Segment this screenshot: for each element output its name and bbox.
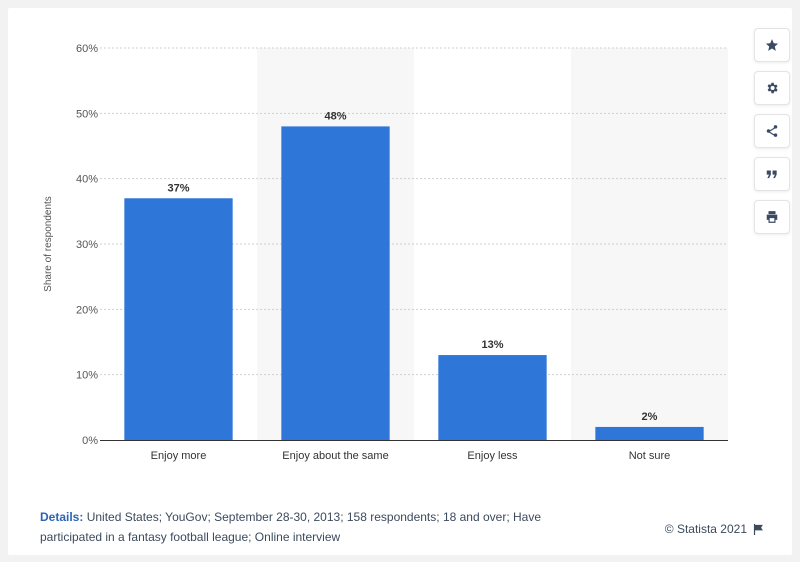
y-tick-label: 20% (76, 304, 98, 316)
chart-card: 0% 10% 20% 30% 40% 50% 60% Share of respondents… (8, 8, 792, 555)
data-label: 37% (167, 182, 189, 194)
cite-button[interactable] (754, 157, 790, 191)
print-button[interactable] (754, 200, 790, 234)
toolbar (754, 28, 790, 234)
star-icon (765, 39, 779, 51)
copyright[interactable]: © Statista 2021 (665, 522, 764, 536)
data-label: 48% (324, 110, 346, 122)
x-tick-label: Enjoy more (151, 450, 207, 462)
bar (595, 426, 704, 440)
bar (438, 355, 547, 440)
bar (281, 126, 390, 441)
y-tick-label: 60% (76, 43, 98, 55)
quote-icon (766, 170, 777, 179)
x-tick-label: Enjoy about the same (282, 450, 388, 462)
bar-chart: 0% 10% 20% 30% 40% 50% 60% Share of respondents… (43, 43, 728, 462)
flag-icon (753, 523, 763, 535)
details-body: United States; YouGov; September 28-30, … (40, 510, 541, 544)
settings-button[interactable] (754, 71, 790, 105)
y-tick-label: 10% (76, 370, 98, 382)
share-icon (766, 125, 778, 137)
favorite-button[interactable] (754, 28, 790, 62)
gear-icon (767, 82, 778, 94)
y-tick-label: 50% (76, 108, 98, 120)
copyright-text: © Statista 2021 (664, 522, 747, 536)
y-tick-label: 0% (82, 435, 98, 447)
share-button[interactable] (754, 114, 790, 148)
data-label: 13% (481, 339, 503, 351)
print-icon (766, 211, 778, 223)
details-text: Details: United States; YouGov; Septembe… (40, 507, 580, 547)
data-label: 2% (642, 411, 658, 423)
x-tick-label: Enjoy less (467, 450, 518, 462)
details-label: Details: (40, 510, 84, 524)
y-tick-label: 40% (76, 174, 98, 186)
y-axis-title: Share of respondents (43, 196, 54, 292)
x-tick-label: Not sure (629, 450, 671, 462)
y-tick-label: 30% (76, 239, 98, 251)
bar (124, 198, 233, 440)
